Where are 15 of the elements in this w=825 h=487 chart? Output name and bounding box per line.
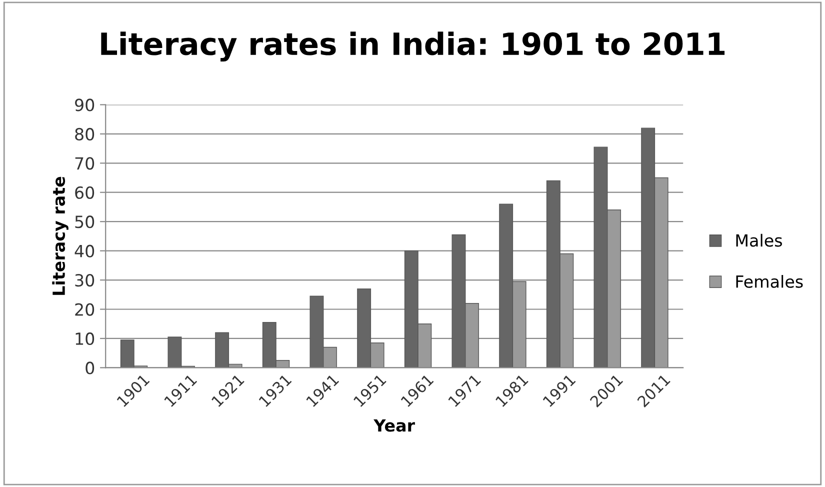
chart-title: Literacy rates in India: 1901 to 2011 <box>101 32 725 62</box>
y-tick-label: 50 <box>75 216 94 228</box>
y-axis-title: Literacy rate <box>52 176 68 295</box>
y-tick-label: 90 <box>75 98 94 112</box>
legend-label: Females <box>736 274 803 288</box>
y-tick-label: 40 <box>74 244 94 258</box>
legend-label: Males <box>736 234 782 247</box>
y-tick-label: 10 <box>76 332 94 346</box>
y-tick-label: 0 <box>86 362 94 374</box>
y-tick-label: 70 <box>75 157 94 170</box>
y-tick-label: 30 <box>75 274 94 287</box>
y-tick-label: 20 <box>75 303 94 316</box>
y-tick-label: 60 <box>75 186 94 199</box>
y-tick-label: 80 <box>75 128 94 140</box>
x-axis-title: Year <box>374 419 415 432</box>
